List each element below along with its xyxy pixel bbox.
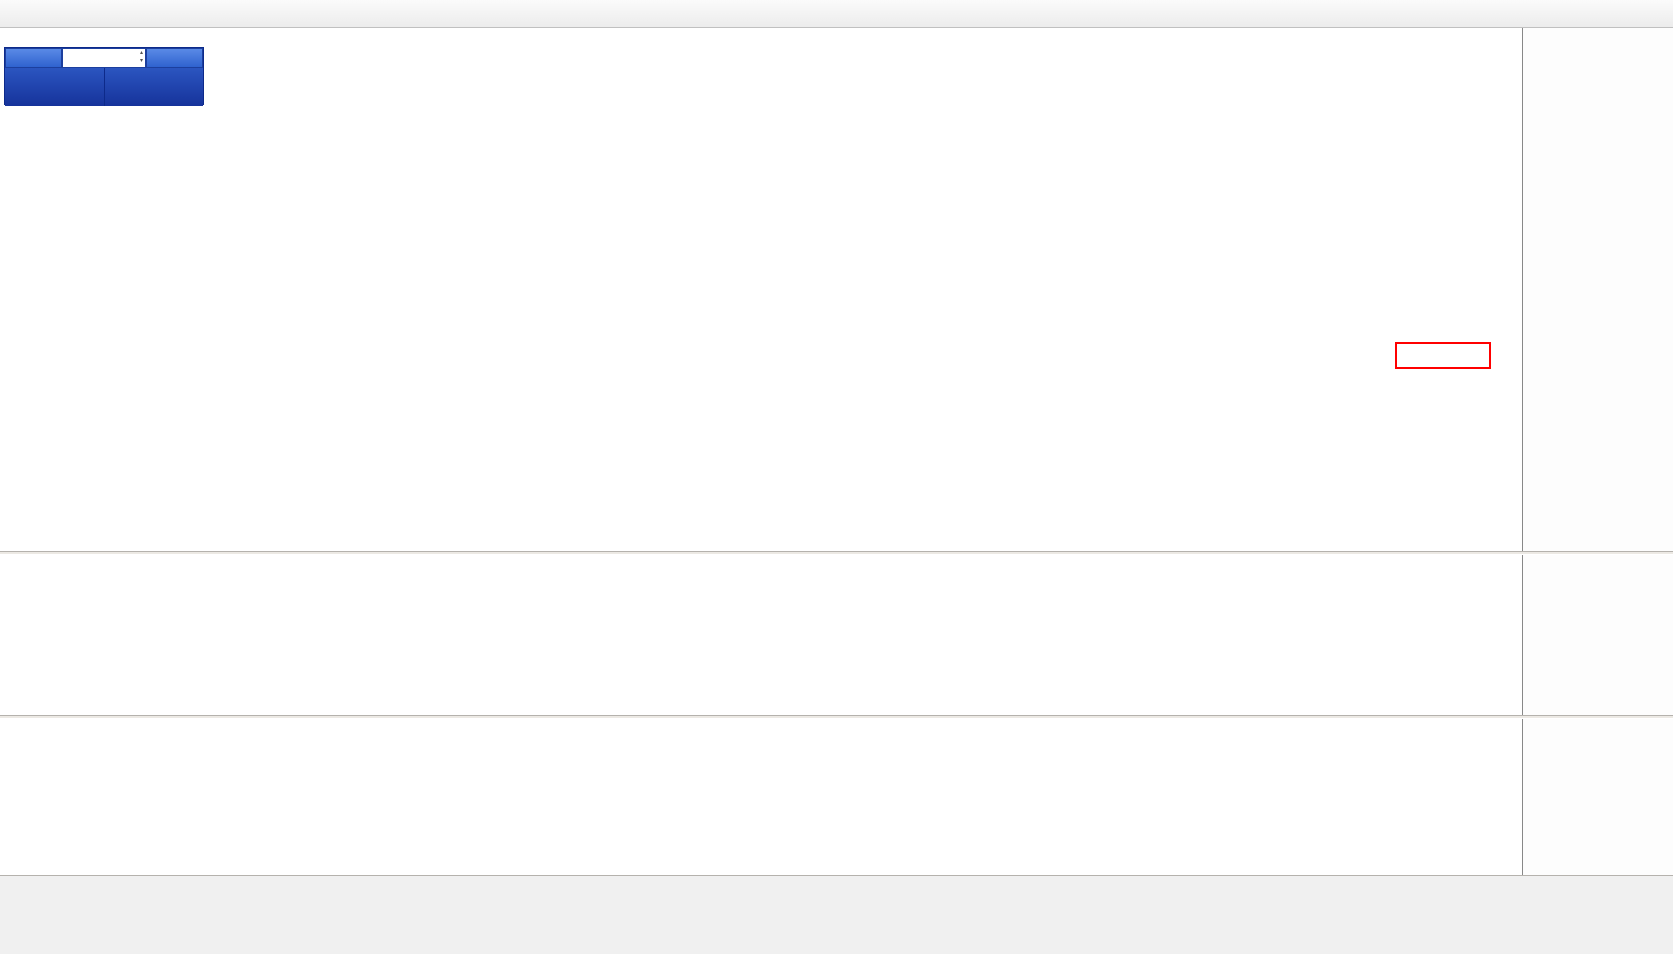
toolbar xyxy=(0,0,1673,28)
chart-header xyxy=(8,33,23,45)
macd-price-scale[interactable] xyxy=(1522,555,1673,715)
rsi-price-scale[interactable] xyxy=(1522,719,1673,875)
buy-button[interactable] xyxy=(146,48,203,68)
time-axis[interactable] xyxy=(0,875,1673,895)
volume-input[interactable]: ▴ ▾ xyxy=(62,48,146,68)
main-price-scale[interactable] xyxy=(1522,28,1673,551)
main-chart-canvas[interactable]: ▴ ▾ xyxy=(0,28,1522,551)
macd-header xyxy=(4,558,19,570)
one-click-trading-panel: ▴ ▾ xyxy=(4,47,204,106)
macd-panel[interactable] xyxy=(0,555,1522,715)
buy-price[interactable] xyxy=(103,68,204,106)
level-price-label xyxy=(1395,342,1491,369)
panel-splitter[interactable] xyxy=(0,715,1673,719)
status-area xyxy=(0,895,1673,954)
panel-splitter[interactable] xyxy=(0,551,1673,555)
rsi-header xyxy=(4,722,14,734)
sell-button[interactable] xyxy=(5,48,62,68)
volume-spinner[interactable]: ▴ ▾ xyxy=(139,50,143,64)
sell-price[interactable] xyxy=(5,68,104,106)
rsi-panel[interactable] xyxy=(0,719,1522,875)
